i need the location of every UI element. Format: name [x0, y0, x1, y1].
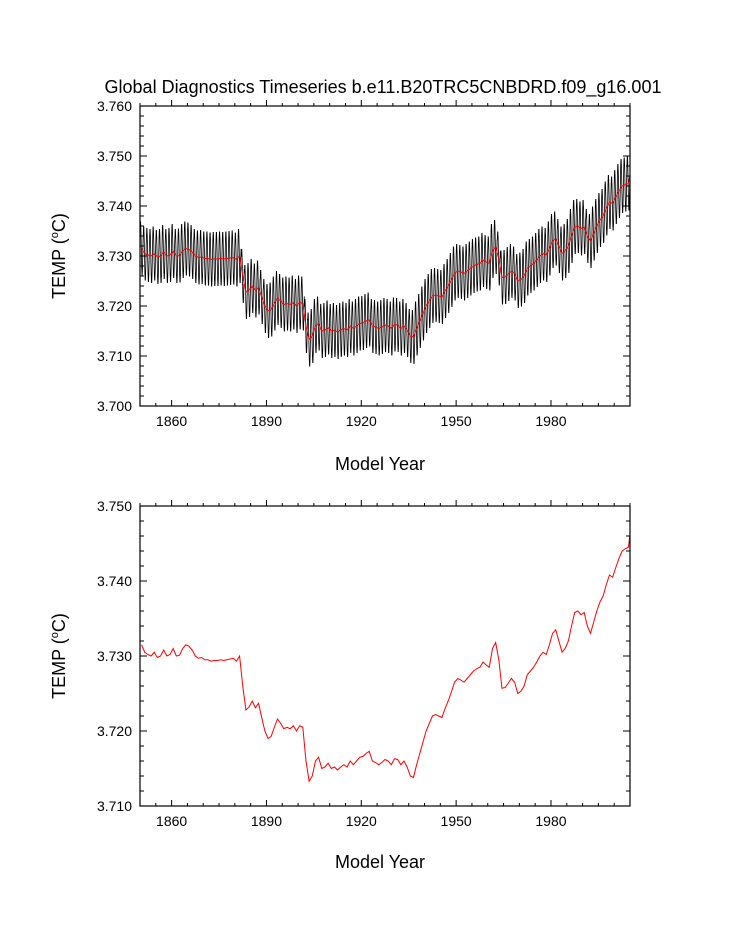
bottom-y-axis-title-degree: o — [49, 632, 61, 638]
bottom-x-tick-label: 1950 — [441, 813, 472, 829]
top-y-tick-label: 3.760 — [97, 98, 132, 114]
top-x-tick-labels: 1860 1890 1920 1950 1980 — [156, 413, 567, 429]
bottom-y-tick-label: 3.730 — [97, 648, 132, 664]
top-y-tick-labels: 3.700 3.710 3.720 3.730 3.740 3.750 3.760 — [97, 98, 132, 414]
top-x-tick-label: 1950 — [441, 413, 472, 429]
bottom-axis-ticks — [139, 500, 631, 807]
bottom-annual-mean-line — [141, 530, 630, 783]
top-y-tick-label: 3.700 — [97, 398, 132, 414]
top-y-axis-title: TEMP (oC) — [49, 213, 69, 299]
bottom-panel: 1860 1890 1920 1950 1980 3.710 3.720 3.730 3.74… — [49, 498, 631, 872]
top-y-axis-title-degree: o — [49, 232, 61, 238]
bottom-y-axis-title-unit: C) — [49, 613, 69, 632]
top-y-axis-title-unit: C) — [49, 213, 69, 232]
top-annual-mean-line — [141, 172, 630, 341]
bottom-plot-clip-group — [141, 530, 630, 783]
bottom-y-tick-label: 3.710 — [97, 798, 132, 814]
top-y-tick-label: 3.740 — [97, 198, 132, 214]
top-plot-clip-group — [140, 140, 630, 367]
bottom-x-axis-title: Model Year — [335, 852, 425, 872]
bottom-y-tick-label: 3.750 — [97, 498, 132, 514]
top-y-axis-title-main: TEMP ( — [49, 238, 69, 299]
bottom-x-tick-labels: 1860 1890 1920 1950 1980 — [156, 813, 567, 829]
top-panel: Global Diagnostics Timeseries b.e11.B20T… — [49, 77, 661, 474]
top-axis-ticks — [139, 100, 631, 407]
bottom-x-tick-label: 1920 — [346, 813, 377, 829]
bottom-x-tick-label: 1890 — [251, 813, 282, 829]
bottom-y-axis-title-main: TEMP ( — [49, 638, 69, 699]
bottom-y-tick-labels: 3.710 3.720 3.730 3.740 3.750 — [97, 498, 132, 814]
top-x-tick-label: 1860 — [156, 413, 187, 429]
top-monthly-series-line — [140, 140, 630, 367]
top-x-tick-label: 1980 — [535, 413, 566, 429]
bottom-y-tick-label: 3.740 — [97, 573, 132, 589]
top-x-axis-title: Model Year — [335, 454, 425, 474]
bottom-y-tick-label: 3.720 — [97, 723, 132, 739]
top-y-tick-label: 3.750 — [97, 148, 132, 164]
top-y-tick-label: 3.720 — [97, 298, 132, 314]
bottom-x-tick-label: 1860 — [156, 813, 187, 829]
top-x-tick-label: 1890 — [251, 413, 282, 429]
bottom-plot-frame — [139, 505, 631, 807]
top-chart-title: Global Diagnostics Timeseries b.e11.B20T… — [105, 77, 662, 98]
top-y-tick-label: 3.730 — [97, 248, 132, 264]
bottom-y-axis-title: TEMP (oC) — [49, 613, 69, 699]
top-x-tick-label: 1920 — [346, 413, 377, 429]
bottom-x-tick-label: 1980 — [535, 813, 566, 829]
top-y-tick-label: 3.710 — [97, 348, 132, 364]
